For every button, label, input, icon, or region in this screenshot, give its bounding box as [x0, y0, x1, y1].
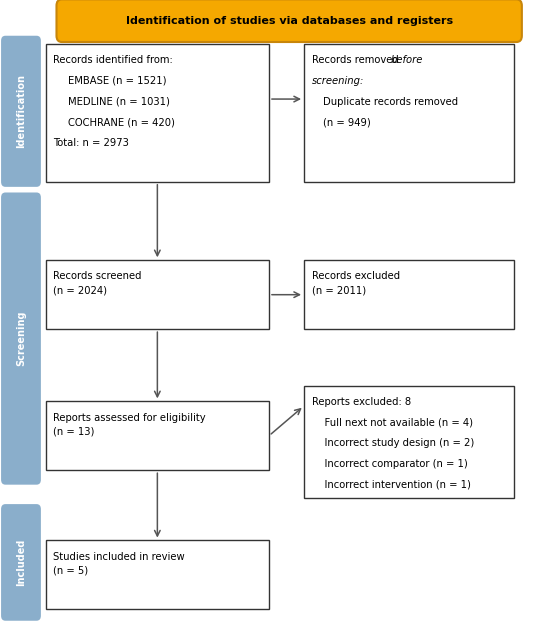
Text: Incorrect study design (n = 2): Incorrect study design (n = 2) [312, 438, 474, 448]
Text: screening:: screening: [312, 76, 364, 86]
Text: Identification of studies via databases and registers: Identification of studies via databases … [125, 16, 453, 26]
Text: before: before [391, 55, 423, 65]
FancyBboxPatch shape [46, 401, 269, 470]
Text: COCHRANE (n = 420): COCHRANE (n = 420) [68, 117, 175, 127]
Text: Screening: Screening [16, 311, 26, 366]
Text: (n = 949): (n = 949) [323, 117, 371, 127]
Text: Records excluded
(n = 2011): Records excluded (n = 2011) [312, 271, 400, 295]
Text: Records screened
(n = 2024): Records screened (n = 2024) [53, 271, 141, 295]
Text: Incorrect intervention (n = 1): Incorrect intervention (n = 1) [312, 480, 470, 490]
Text: Reports excluded: 8: Reports excluded: 8 [312, 397, 410, 407]
Text: Incorrect comparator (n = 1): Incorrect comparator (n = 1) [312, 459, 467, 469]
Text: Reports assessed for eligibility
(n = 13): Reports assessed for eligibility (n = 13… [53, 413, 206, 436]
Text: Identification: Identification [16, 74, 26, 149]
FancyBboxPatch shape [1, 192, 41, 485]
FancyBboxPatch shape [304, 386, 514, 498]
Text: Full next not available (n = 4): Full next not available (n = 4) [312, 418, 472, 428]
FancyBboxPatch shape [56, 0, 522, 42]
Text: Records removed: Records removed [312, 55, 401, 65]
Text: EMBASE (n = 1521): EMBASE (n = 1521) [68, 76, 167, 86]
FancyBboxPatch shape [46, 540, 269, 609]
Text: Studies included in review
(n = 5): Studies included in review (n = 5) [53, 552, 185, 576]
FancyBboxPatch shape [1, 36, 41, 187]
Text: Total: n = 2973: Total: n = 2973 [53, 138, 129, 148]
Text: Included: Included [16, 539, 26, 586]
FancyBboxPatch shape [304, 260, 514, 329]
Text: MEDLINE (n = 1031): MEDLINE (n = 1031) [68, 97, 170, 107]
FancyBboxPatch shape [1, 504, 41, 621]
FancyBboxPatch shape [46, 44, 269, 182]
FancyBboxPatch shape [46, 260, 269, 329]
Text: Duplicate records removed: Duplicate records removed [323, 97, 458, 107]
FancyBboxPatch shape [304, 44, 514, 182]
Text: Records identified from:: Records identified from: [53, 55, 173, 65]
